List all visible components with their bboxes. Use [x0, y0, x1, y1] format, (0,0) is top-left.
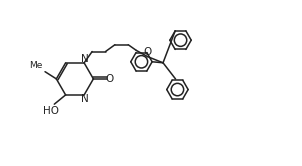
Text: N: N — [81, 54, 89, 64]
Text: HO: HO — [43, 106, 59, 116]
Text: O: O — [143, 47, 152, 57]
Text: O: O — [106, 74, 114, 84]
Text: Me: Me — [30, 61, 43, 70]
Text: N: N — [81, 94, 89, 104]
